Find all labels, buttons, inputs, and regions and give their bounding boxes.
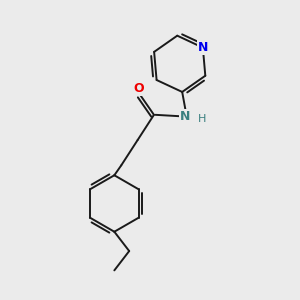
Text: H: H xyxy=(198,114,206,124)
Text: O: O xyxy=(133,82,143,95)
Text: N: N xyxy=(198,41,208,54)
Text: N: N xyxy=(180,110,190,123)
